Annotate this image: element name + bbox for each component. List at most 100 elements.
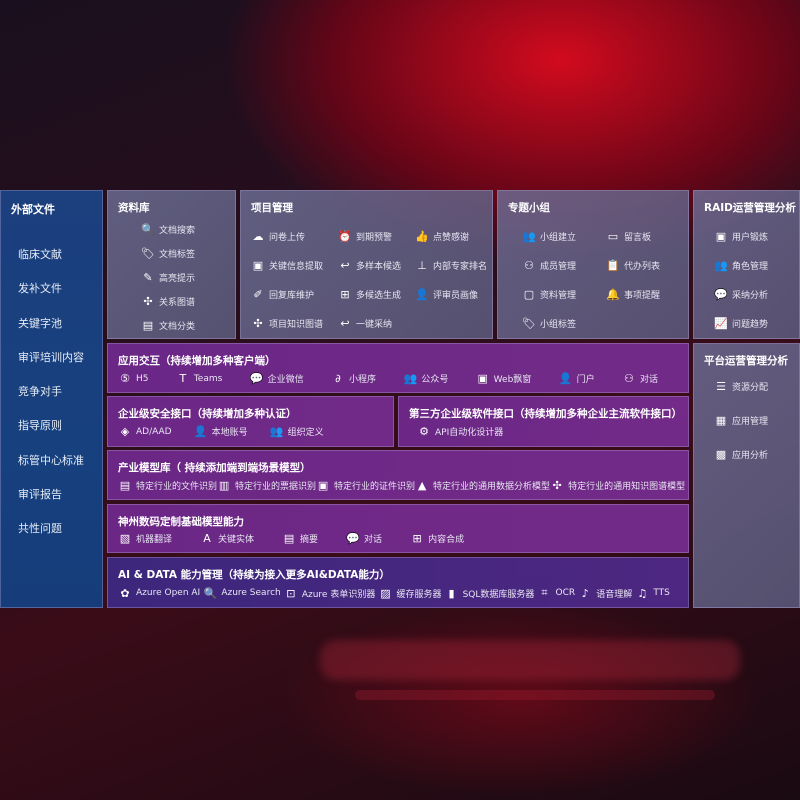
feature-label: AD/AAD <box>136 426 172 437</box>
sidebar-item[interactable]: 临床文献 <box>18 248 62 261</box>
feature-item[interactable]: ▲ 特定行业的通用数据分析模型 <box>415 479 550 492</box>
feature-item[interactable]: 🔍 Azure Search <box>203 587 280 600</box>
feature-item[interactable]: ▩ 应用分析 <box>714 446 768 463</box>
feature-item[interactable]: A 关键实体 <box>200 532 254 545</box>
feature-item[interactable]: 🔔 事项提醒 <box>606 286 690 303</box>
feature-item[interactable]: ⌗ OCR <box>537 586 575 600</box>
feature-item[interactable]: ▨ 缓存服务器 <box>378 587 441 600</box>
chat-users-icon: ⚇ <box>624 372 634 385</box>
feature-label: H5 <box>136 373 149 384</box>
feature-item[interactable]: ✎ 高亮提示 <box>141 269 195 286</box>
feature-label: 代办列表 <box>624 262 661 272</box>
panel-title: AI & DATA 能力管理（持续为接入更多AI&DATA能力） <box>118 569 390 581</box>
feature-item[interactable]: ☰ 资源分配 <box>714 378 768 395</box>
feature-item[interactable]: 👥 角色管理 <box>714 257 768 274</box>
sidebar-item[interactable]: 审评培训内容 <box>18 350 84 364</box>
feature-item[interactable]: ⚇ 对话 <box>622 372 658 385</box>
feature-item[interactable]: T Teams <box>176 372 222 385</box>
feature-item[interactable]: ✣ 项目知识图谱 <box>251 315 338 332</box>
sidebar-item[interactable]: 审评报告 <box>18 488 62 502</box>
feature-item[interactable]: 👤 评审员画像 <box>415 286 495 303</box>
sidebar-item[interactable]: 共性问题 <box>18 522 62 536</box>
feature-item[interactable]: 👤 本地账号 <box>194 425 248 438</box>
feature-label: 留言板 <box>624 233 652 243</box>
panel-base-model: 神州数码定制基础模型能力 ▧ 机器翻译 A 关键实体 ▤ 摘要 💬 对话 ⊞ 内容合成 <box>107 504 689 553</box>
feature-item[interactable]: 📈 问题趋势 <box>714 315 768 332</box>
feature-label: 特定行业的票据识别 <box>235 482 317 492</box>
feature-item[interactable]: ✐ 回复库维护 <box>251 286 338 303</box>
feature-item[interactable]: ▧ 机器翻译 <box>118 532 172 545</box>
file-icon: ▤ <box>119 479 131 492</box>
feature-item[interactable]: ▢ 资料管理 <box>522 286 606 303</box>
feature-label: Teams <box>193 373 223 384</box>
feature-item[interactable]: ✣ 关系图谱 <box>141 293 195 310</box>
feature-item[interactable]: ▦ 应用管理 <box>714 412 768 429</box>
feature-item[interactable]: ♪ 语音理解 <box>578 587 633 600</box>
basemodel-items: ▧ 机器翻译 A 关键实体 ▤ 摘要 💬 对话 ⊞ 内容合成 <box>118 532 678 545</box>
feature-label: 语音理解 <box>596 589 633 600</box>
feature-item[interactable]: ⊡ Azure 表单识别器 <box>284 587 375 600</box>
feature-item[interactable]: 💬 采纳分析 <box>714 286 768 303</box>
feature-item[interactable]: ⊥ 内部专家排名 <box>415 257 495 274</box>
feature-item[interactable]: ▭ 留言板 <box>606 228 690 245</box>
feature-item[interactable]: 🏷 小组标签 <box>522 315 606 332</box>
feature-item[interactable]: ✿ Azure Open AI <box>118 587 200 600</box>
feature-item[interactable]: ▤ 文档分类 <box>141 317 195 334</box>
feature-item[interactable]: ⊞ 多候选生成 <box>338 286 415 303</box>
sidebar-item[interactable]: 指导原则 <box>18 419 62 433</box>
feature-item[interactable]: 👥 组织定义 <box>270 425 324 438</box>
feature-item[interactable]: 🏷 文档标签 <box>141 245 195 262</box>
feature-item[interactable]: ▮ SQL数据库服务器 <box>445 587 535 600</box>
feature-item[interactable]: ♫ TTS <box>635 587 670 600</box>
openai-icon: ✿ <box>120 586 130 600</box>
user-add-icon: ⚇ <box>524 259 534 272</box>
feature-item[interactable]: ◈ AD/AAD <box>118 425 172 438</box>
feature-item[interactable]: 💬 企业微信 <box>250 372 304 385</box>
sidebar-item[interactable]: 发补文件 <box>18 282 62 296</box>
html5-icon: ⑤ <box>120 372 130 385</box>
feature-item[interactable]: ☁ 问卷上传 <box>251 228 338 245</box>
feature-label: 高亮提示 <box>159 274 196 284</box>
feature-item[interactable]: ▣ 特定行业的证件识别 <box>316 479 415 492</box>
thumbs-up-icon: 👍 <box>415 230 429 243</box>
bell-icon: 🔔 <box>606 288 620 301</box>
feature-item[interactable]: ⊞ 内容合成 <box>410 532 464 545</box>
feature-item[interactable]: ▥ 特定行业的票据识别 <box>217 479 316 492</box>
feature-item[interactable]: ▣ Web飘窗 <box>476 372 531 385</box>
sidebar-item[interactable]: 标管中心标准 <box>18 453 84 467</box>
feature-item[interactable]: ✣ 特定行业的通用知识图谱模型 <box>550 479 685 492</box>
feature-item[interactable]: 🔍 文档搜索 <box>141 221 195 238</box>
feature-item[interactable]: ▣ 用户锻炼 <box>714 228 768 245</box>
sidebar-external-files: 外部文件 临床文献发补文件关键字池审评培训内容 竞争对手指导原则标管中心标准 审评报… <box>0 190 103 608</box>
feature-item[interactable]: 👥 小组建立 <box>522 228 606 245</box>
feature-label: 资源分配 <box>732 383 769 393</box>
feature-item[interactable]: ▤ 摘要 <box>282 532 318 545</box>
panel-raid-analysis: RAID运营管理分析 ▣ 用户锻炼 👥 角色管理 💬 采纳分析 📈 问题趋势 <box>693 190 800 339</box>
feature-item[interactable]: ↩ 多样本候选 <box>338 257 415 274</box>
feature-label: 角色管理 <box>732 262 769 272</box>
library-items: 🔍 文档搜索 🏷 文档标签 ✎ 高亮提示 ✣ 关系图谱 ▤ 文档分类 <box>141 221 195 334</box>
feature-item[interactable]: 👤 门户 <box>559 372 595 385</box>
apps-icon: ▦ <box>715 414 727 427</box>
feature-item[interactable]: 👍 点赞感谢 <box>415 228 495 245</box>
feature-item[interactable]: ⚙ API自动化设计器 <box>417 425 503 438</box>
feature-label: 评审员画像 <box>433 291 479 301</box>
feature-item[interactable]: 👥 公众号 <box>403 372 448 385</box>
feature-item[interactable]: ↩ 一键采纳 <box>338 315 415 332</box>
feature-label: 一键采纳 <box>356 320 393 330</box>
feature-item[interactable]: ▣ 关键信息提取 <box>251 257 338 274</box>
alarm-icon: ⏰ <box>338 230 352 243</box>
sidebar-item[interactable]: 竞争对手 <box>18 385 62 399</box>
feature-item[interactable]: ⚇ 成员管理 <box>522 257 606 274</box>
feature-item[interactable]: ∂ 小程序 <box>331 372 376 385</box>
feature-item[interactable]: ⏰ 到期预警 <box>338 228 415 245</box>
feature-item[interactable]: ▤ 特定行业的文件识别 <box>118 479 217 492</box>
feature-label: 回复库维护 <box>269 291 315 301</box>
sidebar-title: 外部文件 <box>11 203 55 216</box>
users-icon: 👥 <box>403 372 418 385</box>
feature-item[interactable]: ⑤ H5 <box>118 372 149 385</box>
feature-label: 组织定义 <box>287 428 324 438</box>
feature-item[interactable]: 💬 对话 <box>346 532 382 545</box>
sidebar-item[interactable]: 关键字池 <box>18 316 62 330</box>
feature-item[interactable]: 📋 代办列表 <box>606 257 690 274</box>
